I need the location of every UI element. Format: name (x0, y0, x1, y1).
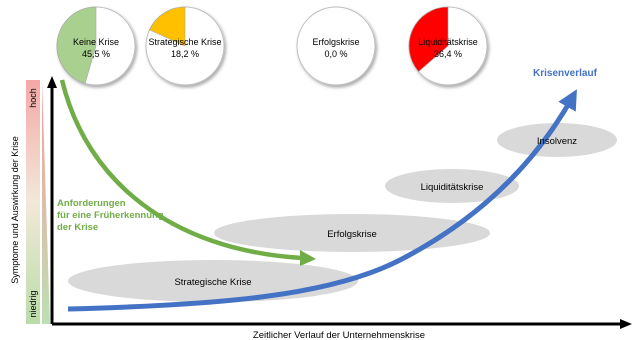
pie-value: 36,4 % (434, 49, 462, 59)
pie-circle (296, 6, 376, 86)
pie-charts: Keine Krise 45,5 % Strategische Krise 18,2 … (56, 6, 488, 86)
y-scale-wedge (42, 80, 50, 324)
green-label-line-1: Anforderungen (57, 198, 126, 209)
green-arrow-head (300, 250, 316, 266)
x-axis-title: Zeitlicher Verlauf der Unternehmenskrise (253, 330, 425, 340)
y-axis-low-label: niedrig (28, 290, 38, 317)
stage-label-liquidity: Liquiditätskrise (421, 182, 484, 193)
curve-label: Krisenverlauf (533, 68, 598, 79)
pie-value: 18,2 % (171, 49, 199, 59)
y-axis-arrowhead (47, 76, 57, 88)
x-axis-arrowhead (620, 319, 632, 329)
y-axis-high-label: hoch (28, 88, 38, 108)
stage-ellipse-liquidity (385, 169, 519, 203)
stage-label-insolvency: Insolvenz (537, 136, 577, 147)
crisis-curve (67, 89, 577, 312)
stage-ellipses (68, 123, 617, 302)
pie-slice (408, 6, 449, 73)
stage-label-strategic: Strategische Krise (174, 277, 251, 288)
pie-erfolgskrise: Erfolgskrise 0,0 % (296, 6, 376, 86)
pie-liquidit-tskrise: Liquiditätskrise 36,4 % (408, 6, 488, 86)
green-label-line-3: der Krise (57, 222, 98, 233)
pie-label: Keine Krise (73, 37, 119, 47)
stage-label-success: Erfolgskrise (327, 229, 377, 240)
stage-ellipse-success (214, 214, 490, 252)
y-axis-title: Symptome und Auswirkung der Krise (10, 136, 20, 284)
pie-label: Strategische Krise (148, 37, 221, 47)
pie-label: Liquiditätskrise (418, 37, 478, 47)
pie-slice (56, 6, 97, 84)
pie-keine-krise: Keine Krise 45,5 % (56, 6, 136, 86)
pie-label: Erfolgskrise (312, 37, 359, 47)
green-arrow-label: Anforderungen für eine Früherkennung der… (57, 198, 166, 233)
y-scale-bar (26, 80, 40, 324)
pie-value: 0,0 % (324, 49, 347, 59)
stage-ellipse-insolvency (497, 123, 617, 157)
green-label-line-2: für eine Früherkennung (57, 210, 164, 221)
pie-strategische-krise: Strategische Krise 18,2 % (145, 6, 225, 86)
green-arrow (59, 79, 303, 261)
pie-slice (149, 6, 186, 47)
pie-value: 45,5 % (82, 49, 110, 59)
